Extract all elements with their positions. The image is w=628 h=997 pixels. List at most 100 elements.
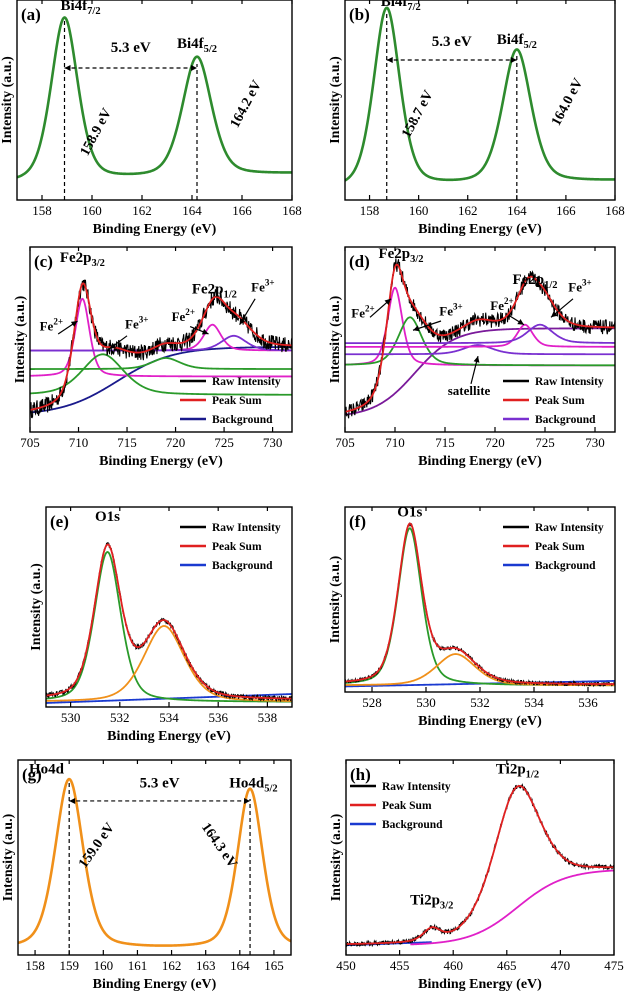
arrow-head [517, 318, 524, 325]
series-group [345, 6, 615, 182]
arrow-head [109, 342, 117, 349]
legend: Raw Intensity Peak Sum Background [350, 781, 451, 831]
annotation: 5.3 eV [432, 34, 472, 50]
series-peak-sum [345, 263, 615, 413]
y-axis-label: Intensity (a.u.) [328, 295, 343, 383]
x-tick-label: 720 [485, 435, 505, 450]
chart-panel-d: 705 710 715 720 725 730 Binding Energy (eV) Int… [328, 246, 616, 469]
annotation: Fe3+ [568, 277, 591, 294]
annotation: Fe2+ [351, 303, 374, 320]
x-axis-label: Binding Energy (eV) [418, 454, 542, 469]
y-axis-label: Intensity (a.u.) [13, 295, 28, 383]
x-axis-label: Binding Energy (eV) [99, 454, 223, 469]
x-tick-label: 725 [535, 435, 555, 450]
legend: Raw Intensity Peak Sum Background [180, 522, 281, 572]
x-axis: 705 710 715 720 725 730 [20, 247, 282, 450]
x-tick-label: 710 [69, 435, 89, 450]
plot-frame [29, 246, 293, 433]
legend: Raw Intensity Peak Sum Background [503, 522, 604, 572]
annotation: Fe3+ [439, 301, 462, 318]
x-tick-label: 528 [362, 695, 382, 710]
legend-label: Background [212, 560, 273, 572]
legend-label: Background [535, 560, 596, 572]
x-axis: 158 160 162 164 166 168 [360, 0, 625, 218]
y-axis-label: Intensity (a.u.) [328, 56, 343, 144]
arrow-head [244, 797, 251, 804]
annotation: 5.3 eV [140, 775, 180, 791]
x-tick-label: 534 [524, 695, 544, 710]
x-tick-label: 720 [166, 435, 186, 450]
plot-frame [344, 0, 616, 201]
legend-label: Raw Intensity [212, 376, 281, 388]
annotation: Bi4f5/2 [497, 32, 537, 51]
series-peak-sum [346, 785, 614, 945]
plot-frame [344, 246, 616, 433]
x-tick-label: 165 [264, 958, 284, 973]
chart-panel-b: 158 160 162 164 166 168 Binding Energy (eV) Int… [328, 0, 625, 237]
x-tick-label: 530 [61, 710, 81, 725]
annotation: Fe2p3/2 [378, 246, 423, 265]
x-tick-label: 710 [385, 435, 405, 450]
arrow-head [201, 328, 209, 335]
x-axis-label: Binding Energy (eV) [93, 977, 217, 992]
arrow-head [551, 311, 558, 318]
series-peak-sum [46, 543, 292, 700]
x-axis: 705 710 715 720 725 730 [335, 247, 605, 450]
x-tick-label: 168 [605, 203, 625, 218]
x-axis-label: Binding Energy (eV) [418, 977, 542, 992]
panel-label: (g) [22, 765, 42, 784]
series-group [30, 279, 292, 419]
x-tick-label: 465 [497, 958, 517, 973]
x-tick-label: 455 [390, 958, 410, 973]
series-group [346, 783, 614, 948]
plot-frame [345, 759, 615, 956]
series-background [345, 327, 615, 416]
x-axis: 530 532 534 536 538 [61, 507, 277, 725]
x-tick-label: 159 [59, 958, 79, 973]
chart-panel-f: 528 530 532 534 536 Binding Energy (eV) Intens… [328, 504, 616, 729]
x-tick-label: 164 [230, 958, 250, 973]
legend-label: Peak Sum [212, 395, 262, 407]
arrow-head [70, 321, 78, 327]
series-fe2-2- [345, 323, 615, 348]
series-fe3-2- [345, 323, 615, 345]
series-fe3-1- [30, 353, 292, 396]
panel-label: (d) [349, 252, 370, 271]
x-tick-label: 168 [282, 203, 302, 218]
y-axis-label: Intensity (a.u.) [329, 813, 344, 901]
x-tick-label: 532 [470, 695, 490, 710]
x-tick-label: 470 [551, 958, 571, 973]
x-tick-label: 460 [443, 958, 463, 973]
x-tick-label: 161 [128, 958, 148, 973]
legend-label: Background [212, 414, 273, 426]
series-fe3-1- [345, 316, 615, 367]
annotation: Bi4f7/2 [381, 0, 421, 13]
annotation: O1s [95, 509, 120, 525]
x-axis: 158 160 162 164 166 168 [32, 0, 302, 218]
arrow-head [510, 57, 517, 63]
x-axis: 450 455 460 465 470 475 [336, 760, 624, 973]
arrow-head [69, 797, 76, 804]
x-axis-label: Binding Energy (eV) [93, 222, 217, 237]
chart-panel-c: 705 710 715 720 725 730 Binding Energy (eV) Int… [13, 246, 293, 469]
legend-label: Background [535, 414, 596, 426]
chart-panel-a: 158 160 162 164 166 168 Binding Energy (eV) Int… [0, 0, 302, 237]
series-group [46, 541, 292, 704]
legend-label: Raw Intensity [382, 781, 451, 793]
series-o1s-2- [345, 653, 615, 687]
series-satellite [30, 357, 292, 370]
arrow-head [386, 57, 393, 63]
annotation: Fe2p3/2 [60, 250, 105, 269]
x-tick-label: 160 [409, 203, 429, 218]
arrow-head [64, 65, 71, 71]
x-tick-label: 705 [20, 435, 40, 450]
annotation: Ti2p1/2 [496, 762, 539, 781]
chart-panel-g: 158 159 160 161 162 163 164 165 Binding Energy (… [1, 759, 292, 992]
x-tick-label: 715 [435, 435, 455, 450]
arrow-head [413, 325, 420, 332]
y-axis-label: Intensity (a.u.) [1, 813, 16, 901]
arrow-head [191, 65, 197, 71]
annotation: Bi4f5/2 [177, 36, 217, 55]
annotation: Ti2p3/2 [410, 892, 453, 911]
annotation: Fe2p1/2 [512, 272, 557, 291]
